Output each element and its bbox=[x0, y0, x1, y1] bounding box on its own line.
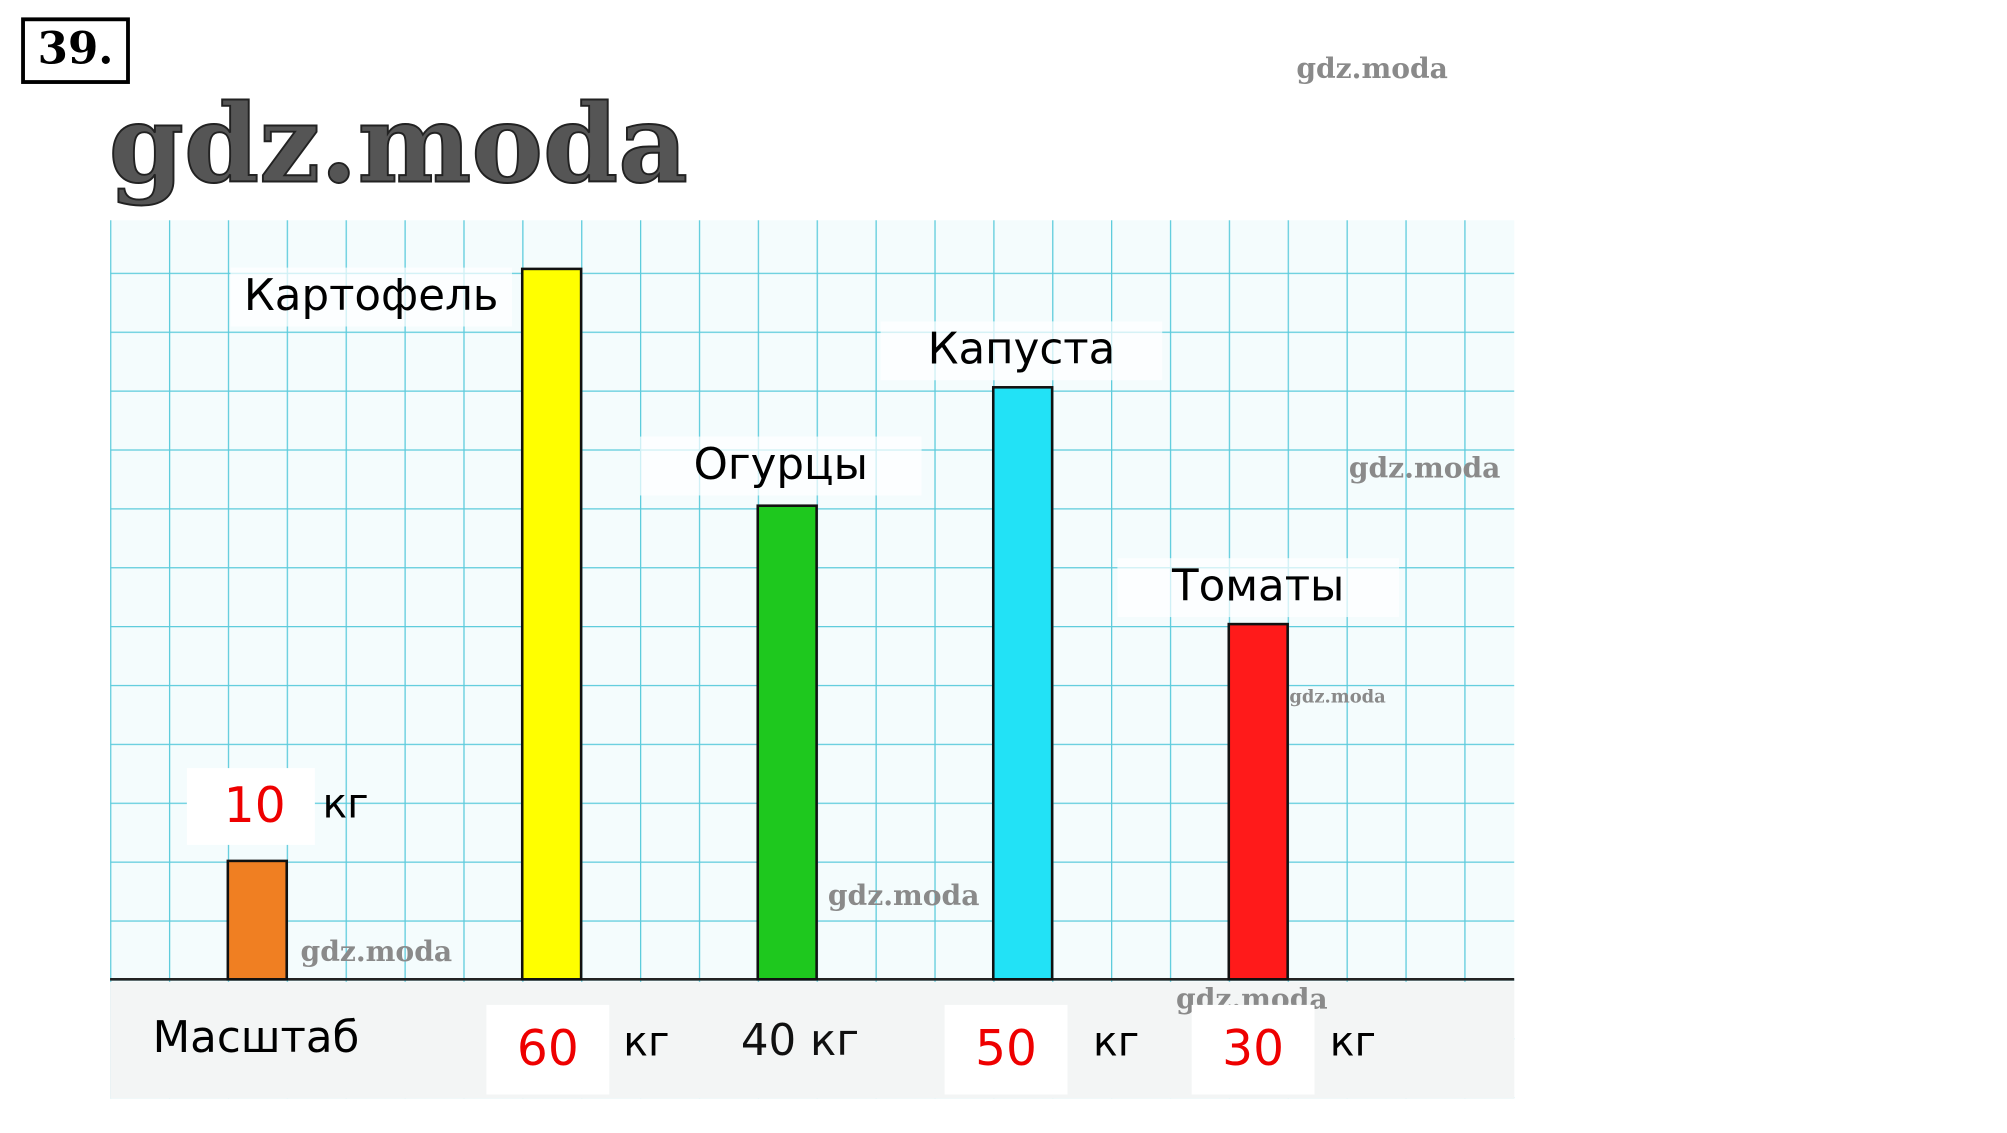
watermark: gdz.moda bbox=[1349, 451, 1501, 484]
watermark: gdz.moda bbox=[828, 879, 980, 912]
bar bbox=[226, 859, 288, 981]
category-label: Огурцы bbox=[694, 440, 868, 490]
value-label: 40 кг bbox=[741, 1016, 859, 1066]
bar bbox=[520, 267, 583, 981]
label-box bbox=[230, 267, 512, 327]
unit: кг bbox=[1093, 1018, 1139, 1066]
label-box bbox=[944, 1004, 1068, 1095]
bar bbox=[1227, 622, 1289, 981]
watermark: gdz.moda bbox=[1296, 52, 1448, 85]
label-box bbox=[880, 321, 1163, 381]
unit: кг bbox=[322, 779, 368, 827]
scale-label: Масштаб bbox=[153, 1013, 360, 1063]
watermark: gdz.moda bbox=[109, 81, 688, 207]
label-box bbox=[1117, 558, 1400, 618]
label-box bbox=[186, 768, 315, 845]
scale-value: 10 bbox=[224, 778, 286, 834]
problem-number: 39. bbox=[38, 24, 114, 75]
watermark: gdz.moda bbox=[301, 935, 453, 968]
unit: кг bbox=[623, 1018, 669, 1066]
unit: кг bbox=[1330, 1018, 1376, 1066]
label-box bbox=[1191, 1004, 1315, 1095]
category-label: Картофель bbox=[244, 271, 499, 321]
category-label: Капуста bbox=[928, 325, 1116, 375]
value-label: 30 bbox=[1222, 1021, 1284, 1077]
category-label: Томаты bbox=[1171, 561, 1344, 611]
value-label: 50 bbox=[975, 1021, 1037, 1077]
watermark: gdz.moda bbox=[1289, 687, 1386, 708]
label-box bbox=[639, 436, 922, 496]
bar bbox=[756, 504, 818, 981]
number-box bbox=[21, 17, 130, 84]
label-box bbox=[486, 1004, 610, 1095]
value-label: 60 bbox=[517, 1021, 579, 1077]
bar bbox=[991, 386, 1054, 981]
